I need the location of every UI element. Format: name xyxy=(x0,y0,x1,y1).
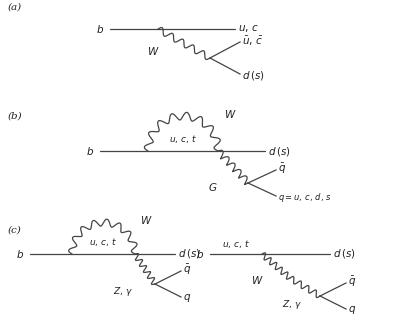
Text: $d\,(s)$: $d\,(s)$ xyxy=(268,144,291,158)
Text: $W$: $W$ xyxy=(147,45,159,57)
Text: $W$: $W$ xyxy=(140,214,152,226)
Text: $W$: $W$ xyxy=(252,274,264,286)
Text: $G$: $G$ xyxy=(209,181,218,193)
Text: $b$: $b$ xyxy=(196,248,204,260)
Text: $d\,(s)$: $d\,(s)$ xyxy=(333,248,356,260)
Text: (b): (b) xyxy=(8,112,23,121)
Text: $\bar{q}$: $\bar{q}$ xyxy=(183,263,191,277)
Text: $d\,(s)$: $d\,(s)$ xyxy=(178,248,201,260)
Text: $q$: $q$ xyxy=(183,292,191,304)
Text: $\bar{q}$: $\bar{q}$ xyxy=(348,275,356,289)
Text: (c): (c) xyxy=(8,226,22,235)
Text: $\bar{q}$: $\bar{q}$ xyxy=(278,162,286,176)
Text: $\bar{u},\,\bar{c}$: $\bar{u},\,\bar{c}$ xyxy=(242,35,263,48)
Text: $Z,\,\gamma$: $Z,\,\gamma$ xyxy=(113,285,133,298)
Text: $u,\,c,\,t$: $u,\,c,\,t$ xyxy=(89,236,118,248)
Text: $q$: $q$ xyxy=(348,304,356,316)
Text: $Z,\,\gamma$: $Z,\,\gamma$ xyxy=(282,298,302,311)
Text: $b$: $b$ xyxy=(86,145,94,157)
Text: $q = u,\,c,\,d,\,s$: $q = u,\,c,\,d,\,s$ xyxy=(278,191,332,204)
Text: $d\,(s)$: $d\,(s)$ xyxy=(242,69,265,82)
Text: $u,\,c,\,t$: $u,\,c,\,t$ xyxy=(222,238,250,250)
Text: $b$: $b$ xyxy=(96,23,104,35)
Text: $W$: $W$ xyxy=(224,108,236,120)
Text: $u,\,c,\,t$: $u,\,c,\,t$ xyxy=(169,133,197,145)
Text: (a): (a) xyxy=(8,3,22,12)
Text: $b$: $b$ xyxy=(16,248,24,260)
Text: $u,\,c$: $u,\,c$ xyxy=(238,23,259,34)
